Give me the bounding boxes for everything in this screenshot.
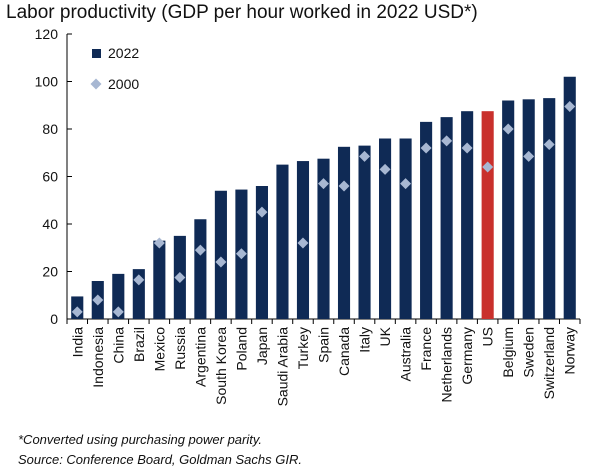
diamond-2000-germany [461,142,473,154]
diamond-2000-us [482,161,494,173]
x-tick-label: Spain [316,327,332,363]
bar-2022-canada [337,146,351,319]
diamond-2000-argentina [194,244,206,256]
diamond-2000-south-korea [215,256,227,268]
diamond-2000-brazil [133,274,145,286]
diamond-2000-canada [338,180,350,192]
bar-2022-germany [461,111,474,319]
x-tick-label: South Korea [213,327,229,405]
legend: 2022 2000 [90,45,139,92]
x-tick-label: Norway [562,327,578,374]
x-tick-label: Germany [459,327,475,385]
x-tick-label: Turkey [295,327,311,369]
x-tick-label: Australia [398,327,414,382]
y-tick-label: 0 [50,311,58,327]
legend-label-2000: 2000 [108,76,139,92]
bar-2022-sweden [522,99,535,319]
diamond-2000-japan [256,206,268,218]
bar-2022-china [112,273,125,319]
diamond-2000-india [71,306,83,318]
x-tick-label: US [480,327,496,346]
x-tick-label: Poland [233,327,249,371]
diamond-2000-turkey [297,237,309,249]
y-tick-label: 120 [35,26,59,42]
diamond-2000-indonesia [92,294,104,306]
legend-swatch-2000 [90,78,102,90]
y-tick-label: 20 [42,264,58,280]
x-tick-label: Switzerland [541,327,557,399]
bars-2022 [71,76,576,319]
legend-swatch-2022 [92,49,101,58]
bar-2022-spain [317,158,330,319]
bar-2022-norway [563,76,576,319]
bar-2022-netherlands [440,117,453,319]
diamond-2000-sweden [523,150,535,162]
footnote: *Converted using purchasing power parity… [18,432,263,447]
x-tick-label: Sweden [521,327,537,378]
y-tick-label: 80 [42,121,58,137]
x-tick-label: Canada [336,327,352,376]
x-tick-label: France [418,327,434,371]
x-tick-label: Brazil [131,327,147,362]
x-tick-label: UK [377,326,393,346]
x-tick-label: Italy [357,327,373,353]
x-tick-label: Argentina [192,327,208,387]
bar-2022-south-korea [214,190,227,319]
bar-2022-france [420,121,433,319]
x-tick-label: Indonesia [90,327,106,388]
diamond-2000-france [420,142,432,154]
bar-2022-switzerland [543,98,556,319]
diamond-2000-mexico [153,237,165,249]
diamond-2000-netherlands [441,135,453,147]
diamond-2000-poland [235,248,247,260]
x-tick-label: Japan [254,327,270,365]
diamond-2000-spain [318,178,329,190]
bar-2022-japan [255,186,268,319]
x-tick-label: Russia [172,327,188,370]
y-tick-label: 100 [35,74,59,90]
bar-2022-belgium [502,100,515,319]
legend-label-2022: 2022 [108,45,139,61]
markers-2000 [71,100,576,318]
chart-title: Labor productivity (GDP per hour worked … [6,2,478,23]
x-tick-labels: India Indonesia China Brazil Mexico Russia Arg… [69,326,577,406]
bar-2022-uk [379,138,392,319]
diamond-2000-uk [379,163,391,175]
x-tick-label: Netherlands [439,327,455,403]
diamond-2000-italy [359,150,371,162]
bar-2022-australia [399,138,412,319]
y-tick-label: 60 [42,169,58,185]
bar-2022-mexico [153,240,166,319]
x-tick-label: India [69,327,85,358]
bar-2022-argentina [194,219,207,319]
diamond-2000-belgium [502,123,514,135]
diamond-2000-australia [400,178,412,190]
x-tick-label: Saudi Arabia [274,327,290,407]
diamond-2000-russia [174,271,186,283]
x-tick-label: Mexico [151,327,167,372]
bar-2022-us [481,111,494,319]
bar-2022-saudi-arabia [276,164,289,319]
bar-2022-italy [358,145,371,319]
y-tick-label: 40 [42,216,58,232]
diamond-2000-china [112,306,124,318]
diamond-2000-norway [564,100,576,112]
chart-area: 0 20 40 60 80 100 120 India Indonesia China Brazi… [35,26,581,406]
x-tick-label: Belgium [500,327,516,378]
x-tick-label: China [110,327,126,364]
diamond-2000-switzerland [543,138,555,150]
source-note: Source: Conference Board, Goldman Sachs … [18,452,302,467]
